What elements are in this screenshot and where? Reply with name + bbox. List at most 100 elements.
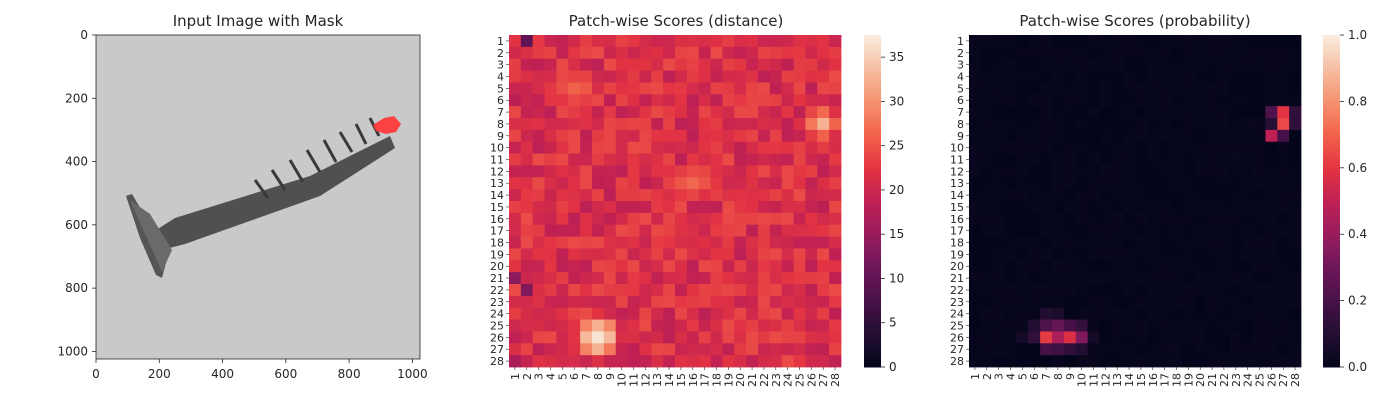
- heatmap-cell: [1111, 343, 1124, 356]
- heatmap-cell: [651, 201, 664, 214]
- heatmap-cell: [663, 295, 676, 309]
- heatmap-cell: [627, 248, 640, 261]
- x-tick-label: 12: [1099, 373, 1112, 387]
- heatmap-cell: [829, 153, 842, 166]
- heatmap-cell: [675, 343, 688, 356]
- heatmap-cell: [544, 284, 557, 297]
- heatmap-cell: [651, 70, 664, 83]
- y-tick-label: 11: [950, 154, 964, 167]
- heatmap-cell: [992, 343, 1005, 356]
- heatmap-cell: [603, 141, 617, 154]
- heatmap-cell: [793, 295, 806, 309]
- colorbar-segment: [1323, 293, 1340, 298]
- heatmap-cell: [746, 331, 759, 344]
- heatmap-cell: [1052, 307, 1065, 320]
- heatmap-cell: [627, 70, 640, 83]
- heatmap-cell: [509, 224, 522, 237]
- colorbar-segment: [864, 284, 881, 288]
- heatmap-cell: [1087, 343, 1100, 356]
- heatmap-cell: [556, 141, 569, 154]
- colorbar-tick-label: 0.0: [1348, 360, 1367, 374]
- heatmap-cell: [1123, 284, 1136, 297]
- heatmap-cell: [556, 35, 569, 48]
- heatmap-cell: [544, 94, 557, 107]
- heatmap-cell: [1289, 248, 1302, 261]
- heatmap-cell: [769, 189, 783, 202]
- heatmap-cell: [1265, 177, 1278, 190]
- heatmap-cell: [781, 319, 794, 332]
- heatmap-cell: [627, 319, 640, 332]
- heatmap-cell: [603, 58, 617, 71]
- heatmap-cell: [829, 165, 842, 178]
- colorbar-segment: [1323, 274, 1340, 278]
- heatmap-cell: [1170, 153, 1183, 166]
- colorbar-segment: [864, 187, 881, 192]
- heatmap-cell: [603, 106, 617, 119]
- heatmap-cell: [746, 272, 759, 285]
- heatmap-cell: [532, 118, 545, 131]
- heatmap-cell: [1218, 295, 1231, 309]
- heatmap-cell: [1289, 295, 1302, 309]
- colorbar-segment: [1323, 88, 1340, 92]
- heatmap-cell: [1146, 272, 1160, 285]
- heatmap-cell: [710, 82, 723, 95]
- heatmap-cell: [1111, 82, 1124, 95]
- heatmap-cell: [627, 272, 640, 285]
- heatmap-cell: [580, 82, 593, 95]
- colorbar-segment: [864, 98, 881, 102]
- heatmap-cell: [532, 153, 545, 166]
- colorbar-segment: [864, 38, 881, 43]
- heatmap-cell: [1028, 189, 1041, 202]
- colorbar-segment: [864, 313, 881, 318]
- heatmap-cell: [1099, 201, 1112, 214]
- x-tick-label: 12: [639, 373, 652, 387]
- heatmap-cell: [1206, 284, 1219, 297]
- heatmap-cell: [686, 70, 700, 83]
- heatmap-cell: [1229, 212, 1243, 226]
- heatmap-cell: [1182, 189, 1195, 202]
- heatmap-cell: [627, 331, 640, 344]
- heatmap-cell: [675, 177, 688, 190]
- heatmap-cell: [675, 331, 688, 344]
- heatmap-cell: [509, 141, 522, 154]
- heatmap-cell: [1265, 118, 1278, 131]
- heatmap-cell: [1028, 82, 1041, 95]
- x-tick-label: 19: [722, 373, 735, 387]
- colorbar-segment: [1323, 343, 1340, 348]
- heatmap-cell: [1170, 94, 1183, 107]
- heatmap-cell: [817, 129, 830, 143]
- heatmap-cell: [1289, 212, 1302, 226]
- heatmap-cell: [992, 35, 1005, 48]
- heatmap-cell: [580, 272, 593, 285]
- heatmap-cell: [1123, 70, 1136, 83]
- heatmap-cell: [746, 141, 759, 154]
- heatmap-cell: [544, 343, 557, 356]
- heatmap-cell: [639, 153, 652, 166]
- heatmap-cell: [580, 94, 593, 107]
- heatmap-cell: [1194, 153, 1207, 166]
- heatmap-cell: [520, 189, 534, 202]
- heatmap-cell: [686, 141, 700, 154]
- heatmap-cell: [829, 284, 842, 297]
- heatmap-cell: [1135, 355, 1148, 368]
- heatmap-cell: [1135, 248, 1148, 261]
- heatmap-cell: [1087, 248, 1100, 261]
- heatmap-cell: [698, 212, 711, 226]
- colorbar-segment: [864, 144, 881, 149]
- heatmap-cell: [746, 58, 759, 71]
- heatmap-cell: [686, 355, 700, 368]
- heatmap-cell: [615, 355, 628, 368]
- heatmap-cell: [1123, 224, 1136, 237]
- x-tick-label: 10: [616, 373, 629, 387]
- heatmap-cell: [603, 331, 617, 344]
- heatmap-cell: [1063, 165, 1077, 178]
- heatmap-cell: [980, 343, 994, 356]
- colorbar-segment: [1323, 217, 1340, 222]
- heatmap-cell: [1277, 46, 1290, 60]
- heatmap-cell: [1111, 272, 1124, 285]
- colorbar-segment: [864, 81, 881, 86]
- heatmap-cell: [1016, 343, 1029, 356]
- heatmap-cell: [1277, 319, 1290, 332]
- heatmap-cell: [675, 70, 688, 83]
- heatmap-cell: [1170, 35, 1183, 48]
